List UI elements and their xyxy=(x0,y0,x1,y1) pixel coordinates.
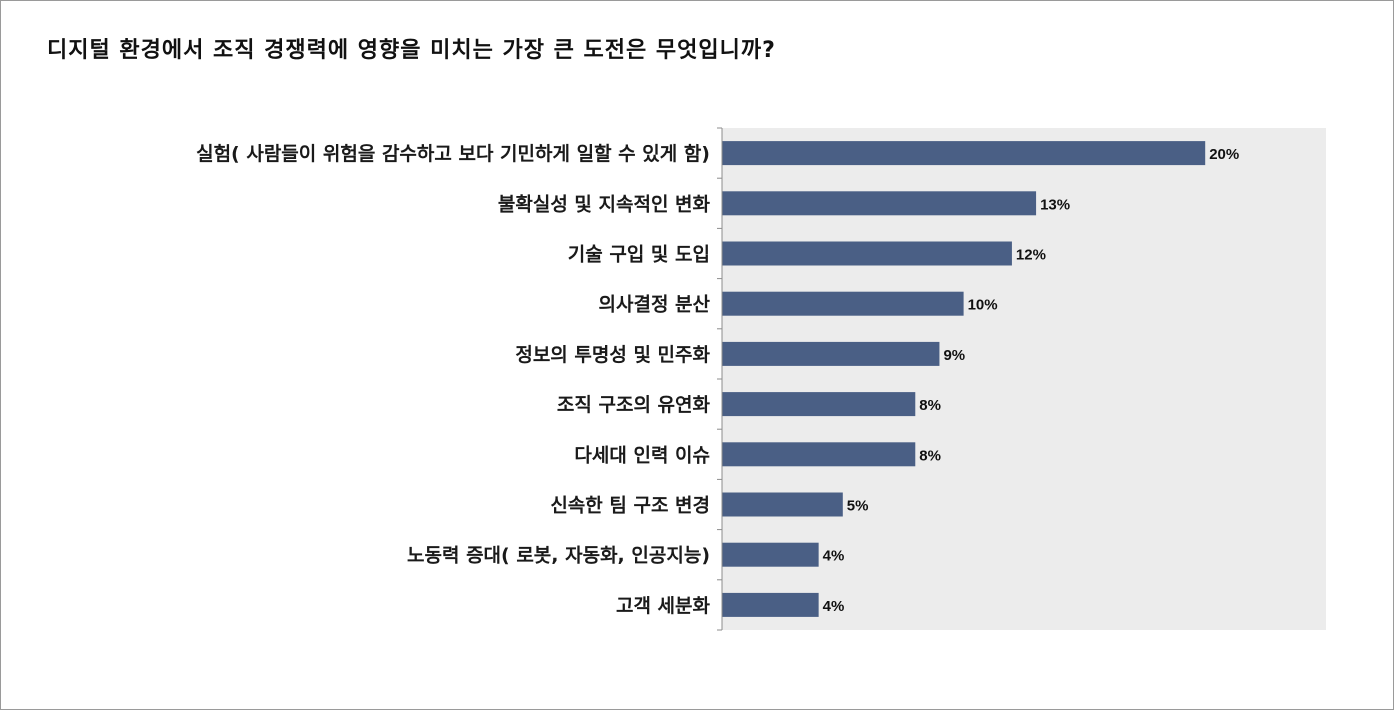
bars-group xyxy=(722,141,1206,617)
value-label: 8% xyxy=(919,447,941,464)
category-label: 조직 구조의 유연화 xyxy=(557,394,711,416)
value-label: 12% xyxy=(1016,247,1046,264)
bar xyxy=(722,492,843,517)
category-label: 정보의 투명성 및 민주화 xyxy=(515,344,710,366)
chart-title: 디지털 환경에서 조직 경쟁력에 영향을 미치는 가장 큰 도전은 무엇입니까? xyxy=(47,38,776,63)
value-label: 10% xyxy=(968,297,998,314)
value-label: 4% xyxy=(823,548,845,565)
category-label: 고객 세분화 xyxy=(616,595,711,617)
value-label: 4% xyxy=(823,598,845,615)
category-label: 다세대 인력 이슈 xyxy=(574,444,710,466)
category-label: 기술 구입 및 도입 xyxy=(568,244,710,266)
value-label: 8% xyxy=(919,397,941,414)
category-label: 노동력 증대( 로봇, 자동화, 인공지능) xyxy=(407,545,710,567)
bar xyxy=(722,442,916,467)
bar xyxy=(722,592,819,617)
bar xyxy=(722,542,819,567)
value-labels: 20% 13% 12% 10% 9% 8% 8% 5% 4% 4% xyxy=(823,146,1240,615)
bar xyxy=(722,341,940,366)
value-label: 13% xyxy=(1040,196,1070,213)
category-axis xyxy=(717,127,723,631)
bar xyxy=(722,241,1012,266)
category-label: 실험( 사람들이 위험을 감수하고 보다 기민하게 일할 수 있게 함) xyxy=(196,142,710,165)
bar xyxy=(722,392,916,417)
category-label: 의사결정 분산 xyxy=(599,294,711,316)
bar xyxy=(722,141,1206,166)
category-labels: 실험( 사람들이 위험을 감수하고 보다 기민하게 일할 수 있게 함) 불확실성… xyxy=(196,142,710,617)
value-label: 5% xyxy=(847,498,869,515)
bar xyxy=(722,191,1037,216)
category-label: 불확실성 및 지속적인 변화 xyxy=(498,192,711,215)
value-label: 20% xyxy=(1209,146,1239,163)
category-label: 신속한 팀 구조 변경 xyxy=(550,495,710,517)
value-label: 9% xyxy=(943,347,965,364)
bar xyxy=(722,291,964,316)
